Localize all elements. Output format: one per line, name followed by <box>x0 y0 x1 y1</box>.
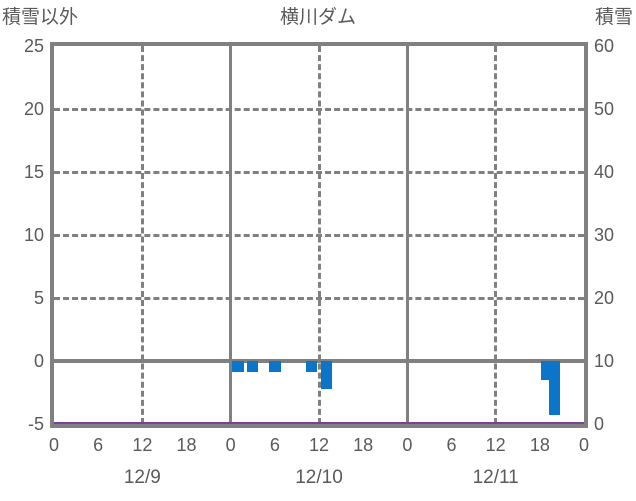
y2-axis-tick-label: 0 <box>594 414 605 434</box>
bar <box>320 361 333 389</box>
left-axis-title: 積雪以外 <box>2 7 79 28</box>
y-axis-tick-label: -5 <box>27 414 44 434</box>
x-axis-tick-label: 0 <box>48 435 59 455</box>
page-title: 横川ダム <box>279 7 356 28</box>
y2-axis-tick-label: 60 <box>594 36 615 56</box>
x-axis-tick-label: 18 <box>353 435 374 455</box>
x-axis-tick-label: 12 <box>308 435 330 455</box>
x-axis-day-label: 12/11 <box>472 467 519 488</box>
y-axis-tick-label: 25 <box>23 36 44 56</box>
vertical-gridline <box>317 46 321 424</box>
bar <box>548 361 561 416</box>
y2-axis-tick-label: 50 <box>594 99 615 119</box>
y-axis-tick-label: 10 <box>23 225 44 245</box>
y2-axis-tick-label: 20 <box>594 288 615 308</box>
y-axis-tick-label: 5 <box>33 288 44 308</box>
x-axis-tick-label: 0 <box>225 435 236 455</box>
x-axis-tick-label: 6 <box>446 435 457 455</box>
snow-depth-line <box>54 422 584 424</box>
x-axis-tick-label: 18 <box>529 435 550 455</box>
bar <box>247 361 259 373</box>
bar <box>541 361 553 380</box>
y-axis-tick-label: 0 <box>33 351 44 371</box>
right-axis-title: 積雪 <box>594 7 633 28</box>
y-axis-tick-label: 15 <box>23 162 44 182</box>
bar <box>232 361 244 373</box>
x-axis-tick-label: 12 <box>132 435 153 455</box>
vertical-gridline <box>140 46 144 424</box>
x-axis-tick-label: 18 <box>176 435 197 455</box>
x-axis-tick-label: 6 <box>269 435 280 455</box>
plot-inner <box>54 46 584 424</box>
bar <box>305 361 318 373</box>
x-axis-day-label: 12/10 <box>295 467 343 488</box>
x-axis-day-label: 12/9 <box>123 467 161 488</box>
bar <box>269 361 281 373</box>
x-axis-tick-label: 6 <box>93 435 104 455</box>
y2-axis-tick-label: 10 <box>594 351 615 371</box>
x-axis-tick-label: 0 <box>578 435 589 455</box>
plot-area <box>50 42 588 428</box>
x-axis-tick-label: 12 <box>485 435 506 455</box>
x-axis-tick-label: 0 <box>402 435 413 455</box>
day-separator-line <box>229 46 233 424</box>
y2-axis-tick-label: 30 <box>594 225 615 245</box>
y2-axis-tick-label: 40 <box>594 162 615 182</box>
day-separator-line <box>405 46 409 424</box>
vertical-gridline <box>494 46 498 424</box>
y-axis-tick-label: 20 <box>23 99 44 119</box>
